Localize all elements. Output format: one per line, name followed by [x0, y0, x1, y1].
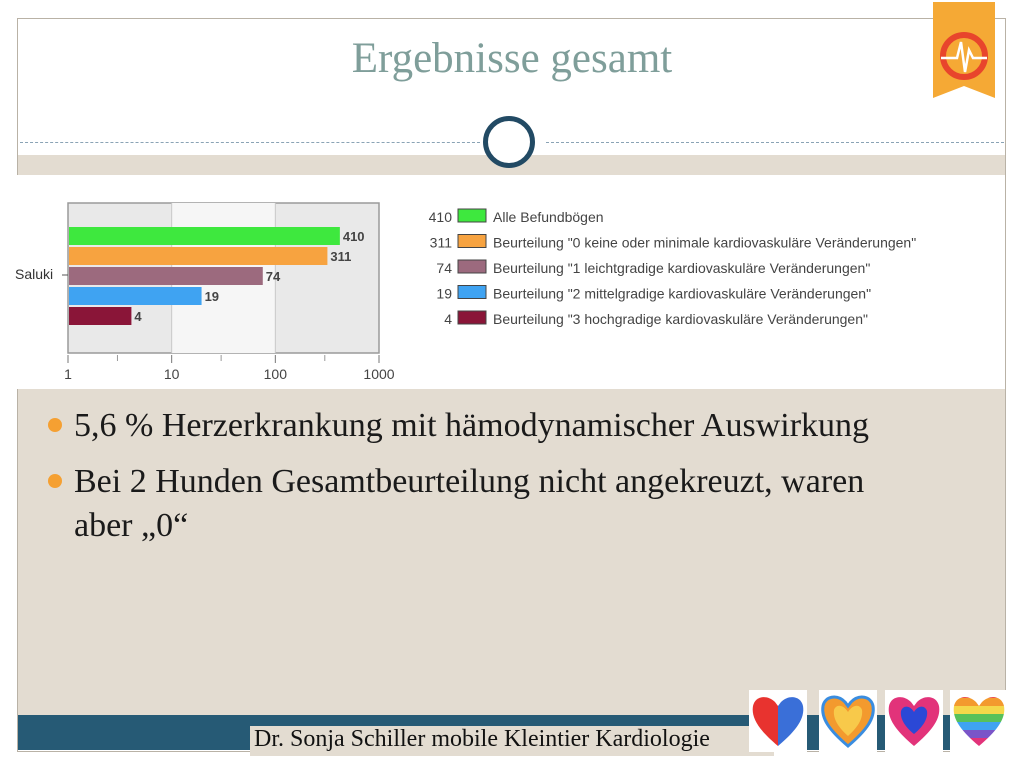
legend-label: Beurteilung "3 hochgradige kardiovaskulä… — [493, 311, 868, 327]
header-divider-right — [546, 142, 1004, 143]
bar-value-label: 74 — [266, 269, 281, 284]
heart-ecg-logo-icon — [933, 2, 995, 98]
bullet-text: Bei 2 Hunden Gesamtbeurteilung nicht ang… — [74, 463, 865, 544]
bullet-item: 5,6 % Herzerkrankung mit hämodynamischer… — [44, 404, 924, 448]
legend-swatch — [457, 310, 487, 325]
footer-text: Dr. Sonja Schiller mobile Kleintier Kard… — [250, 726, 774, 756]
bar — [69, 227, 340, 245]
x-tick-label: 10 — [164, 366, 180, 382]
bar — [69, 307, 132, 325]
bar-value-label: 311 — [330, 249, 351, 264]
legend-value: 74 — [436, 260, 452, 276]
legend-value: 4 — [444, 311, 452, 327]
pink-blue-heart-icon — [885, 690, 943, 752]
category-label: Saluki — [15, 266, 53, 282]
divider-circle-icon — [483, 116, 535, 168]
bar — [69, 287, 202, 305]
bar-value-label: 410 — [343, 229, 365, 244]
bar — [69, 267, 263, 285]
striped-heart-icon — [950, 690, 1008, 752]
bar — [69, 247, 328, 265]
bar-value-label: 19 — [205, 289, 219, 304]
legend-swatch — [457, 259, 487, 274]
orange-heart-icon — [819, 690, 877, 752]
legend-swatch — [457, 285, 487, 299]
legend-label: Beurteilung "2 mittelgradige kardiovasku… — [493, 286, 871, 302]
bullet-item: Bei 2 Hunden Gesamtbeurteilung nicht ang… — [44, 460, 924, 548]
x-tick-label: 1 — [64, 366, 72, 382]
legend-value: 19 — [436, 286, 452, 302]
bullet-text: 5,6 % Herzerkrankung mit hämodynamischer… — [74, 407, 870, 444]
legend-swatch — [457, 234, 487, 248]
legend-label: Alle Befundbögen — [493, 209, 604, 225]
legend-value: 410 — [429, 209, 453, 225]
legend-swatch — [457, 208, 487, 223]
slide-title: Ergebnisse gesamt — [351, 35, 673, 82]
legend-value: 311 — [430, 235, 453, 251]
bullet-dot-icon — [48, 418, 62, 432]
x-tick-label: 1000 — [363, 366, 394, 382]
legend-label: Beurteilung "1 leichtgradige kardiovasku… — [493, 260, 870, 276]
red-blue-heart-icon — [749, 690, 807, 752]
bullet-list: 5,6 % Herzerkrankung mit hämodynamischer… — [44, 404, 924, 560]
x-tick-label: 100 — [264, 366, 288, 382]
bullet-dot-icon — [48, 474, 62, 488]
bar-value-label: 4 — [134, 309, 142, 324]
header-divider-left — [20, 142, 480, 143]
befund-bar-chart: 410 311 74 19 4 1 10 100 1000 Saluki 410 Alle Be… — [15, 202, 916, 382]
legend-label: Beurteilung "0 keine oder minimale kardi… — [493, 235, 916, 251]
